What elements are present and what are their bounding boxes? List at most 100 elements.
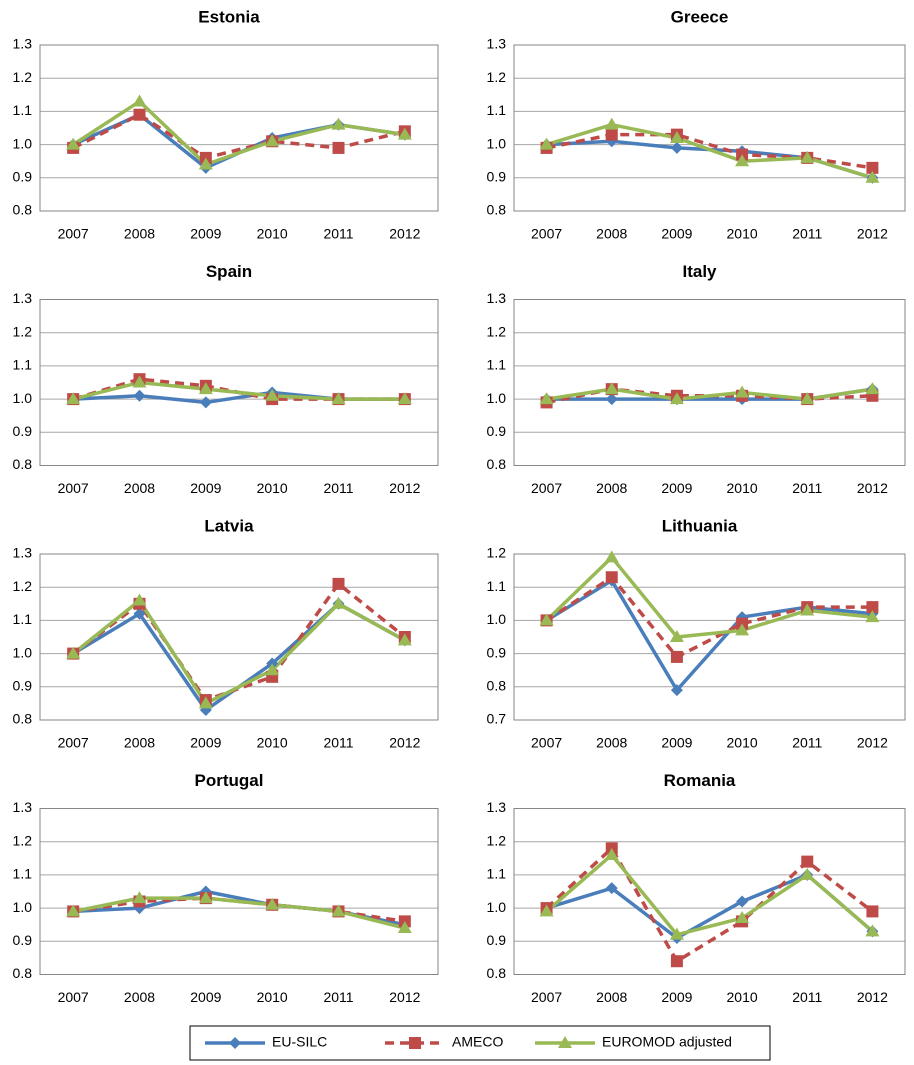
data-point <box>670 650 683 663</box>
y-tick-label: 1.2 <box>487 323 507 339</box>
data-point <box>605 571 618 584</box>
y-tick-label: 1.1 <box>487 102 507 118</box>
data-point <box>132 375 147 388</box>
y-tick-label: 1.1 <box>487 866 507 882</box>
data-point <box>604 847 619 860</box>
series-line <box>72 598 406 706</box>
y-tick-label: 0.8 <box>13 202 33 218</box>
y-tick-label: 0.8 <box>487 456 507 472</box>
data-point <box>539 904 554 917</box>
y-tick-label: 0.9 <box>487 423 507 439</box>
x-tick-label: 2011 <box>323 226 353 242</box>
data-point <box>800 392 815 405</box>
data-point <box>198 891 213 904</box>
y-tick-label: 0.8 <box>13 965 33 981</box>
data-point <box>735 911 750 924</box>
x-tick-label: 2009 <box>661 989 692 1005</box>
plot-frame <box>513 553 906 721</box>
x-tick-label: 2007 <box>531 226 562 242</box>
series-line <box>72 380 405 401</box>
data-point <box>604 550 619 563</box>
x-tick-label: 2010 <box>727 226 758 242</box>
series-line <box>72 602 406 712</box>
y-tick-label: 1.0 <box>13 644 33 660</box>
x-tick-label: 2011 <box>323 989 353 1005</box>
y-tick-label: 0.7 <box>487 711 507 727</box>
legend-marker <box>558 1036 572 1048</box>
x-tick-label: 2011 <box>792 735 822 751</box>
y-tick-label: 1.2 <box>487 69 507 85</box>
data-point <box>397 127 412 140</box>
data-point <box>132 891 147 904</box>
y-tick-label: 0.9 <box>13 932 33 948</box>
series-line <box>546 122 873 180</box>
legend-label: AMECO <box>452 1034 503 1050</box>
data-point <box>332 141 345 154</box>
chart-title: Greece <box>671 7 729 26</box>
data-point <box>865 382 880 395</box>
y-tick-label: 1.3 <box>487 290 507 306</box>
series-line <box>72 112 406 160</box>
data-point <box>265 897 280 910</box>
data-point <box>133 108 146 121</box>
x-tick-label: 2009 <box>661 226 692 242</box>
data-point <box>198 157 213 170</box>
series-line <box>546 139 873 180</box>
plot-frame <box>39 44 439 212</box>
chart-title: Portugal <box>195 771 264 790</box>
x-tick-label: 2011 <box>323 480 353 496</box>
x-tick-label: 2010 <box>257 989 288 1005</box>
x-tick-label: 2009 <box>661 735 692 751</box>
legend-marker <box>229 1037 241 1049</box>
data-point <box>539 392 554 405</box>
y-tick-label: 1.2 <box>487 545 507 561</box>
data-point <box>66 392 81 405</box>
x-tick-label: 2009 <box>190 735 221 751</box>
x-tick-label: 2009 <box>190 226 221 242</box>
plot-frame <box>39 808 439 975</box>
y-tick-label: 0.8 <box>13 456 33 472</box>
y-tick-label: 1.2 <box>13 832 33 848</box>
y-tick-label: 1.3 <box>13 290 33 306</box>
data-point <box>133 607 146 620</box>
series-line <box>545 853 874 937</box>
chart-title: Estonia <box>198 7 260 26</box>
chart-title: Romania <box>664 771 736 790</box>
data-point <box>66 904 81 917</box>
x-tick-label: 2007 <box>58 226 89 242</box>
series-line <box>546 387 873 401</box>
y-tick-label: 0.9 <box>13 423 33 439</box>
data-point <box>397 392 412 405</box>
data-point <box>66 137 81 150</box>
y-tick-label: 1.0 <box>487 390 507 406</box>
y-tick-label: 0.8 <box>13 711 33 727</box>
data-point <box>198 696 213 709</box>
data-point <box>604 382 619 395</box>
y-tick-label: 1.0 <box>487 135 507 151</box>
y-tick-label: 1.1 <box>487 578 507 594</box>
x-tick-label: 2007 <box>58 735 89 751</box>
x-tick-label: 2008 <box>124 226 155 242</box>
data-point <box>669 630 684 642</box>
series-line <box>546 873 874 940</box>
series-line <box>72 99 406 167</box>
data-point <box>801 855 814 868</box>
y-tick-label: 1.1 <box>487 357 507 373</box>
x-tick-label: 2010 <box>727 480 758 496</box>
legend-box <box>189 1025 771 1061</box>
chart-title: Latvia <box>204 516 254 535</box>
y-tick-label: 1.1 <box>13 866 33 882</box>
y-tick-label: 1.0 <box>13 135 33 151</box>
data-point <box>670 141 683 154</box>
data-point <box>865 924 880 937</box>
data-point <box>331 117 346 130</box>
x-tick-label: 2011 <box>792 989 822 1005</box>
x-tick-label: 2008 <box>596 480 627 496</box>
data-point <box>265 663 280 676</box>
x-tick-label: 2012 <box>857 989 888 1005</box>
data-point <box>669 130 684 143</box>
data-point <box>865 170 880 183</box>
y-tick-label: 0.9 <box>13 678 33 694</box>
data-point <box>265 388 280 401</box>
